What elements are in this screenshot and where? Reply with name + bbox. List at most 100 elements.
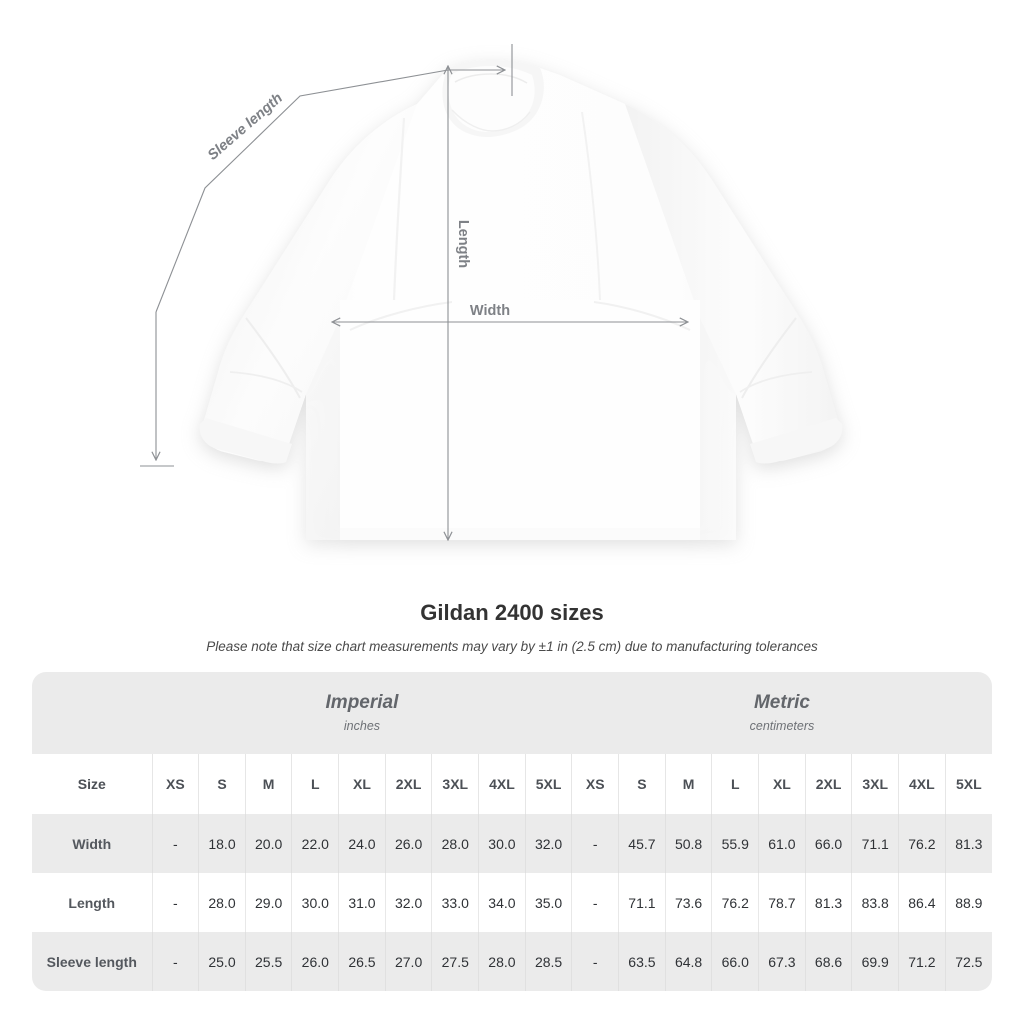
measurement-cell: - — [151, 873, 199, 932]
column-header-size: 5XL — [944, 754, 992, 814]
measurement-cell: 26.0 — [291, 932, 339, 991]
unit-metric-name: Metric — [753, 692, 810, 713]
unit-group-imperial: Imperial inches — [152, 672, 572, 754]
measurement-cell: 30.0 — [478, 814, 526, 873]
tolerance-note: Please note that size chart measurements… — [206, 639, 818, 654]
measurement-cell: 66.0 — [804, 814, 852, 873]
unit-band-row: Imperial inches Metric centimeters — [32, 672, 992, 754]
measurement-cell: 83.8 — [851, 873, 899, 932]
measurement-cell: 32.0 — [384, 873, 432, 932]
measurement-cell: 67.3 — [758, 932, 806, 991]
column-header-size: 2XL — [804, 754, 852, 814]
measurement-cell: 27.0 — [384, 932, 432, 991]
measurement-cell: 81.3 — [804, 873, 852, 932]
measurement-cell: - — [571, 873, 619, 932]
column-header-size: 4XL — [478, 754, 526, 814]
measurement-cell: 28.0 — [431, 814, 479, 873]
measurement-cell: 26.5 — [338, 932, 386, 991]
sleeve-length-label: Sleeve length — [205, 90, 286, 163]
measurement-cell: 76.2 — [711, 873, 759, 932]
measurement-cell: 88.9 — [944, 873, 992, 932]
column-header-size: S — [618, 754, 666, 814]
column-header-size: XL — [338, 754, 386, 814]
measurement-cell: 25.5 — [244, 932, 292, 991]
measurement-cell: 35.0 — [524, 873, 572, 932]
garment-illustration: Sleeve length Length Width — [140, 44, 843, 590]
measurement-cell: 33.0 — [431, 873, 479, 932]
measurement-cell: 20.0 — [244, 814, 292, 873]
measurement-cell: 24.0 — [338, 814, 386, 873]
measurement-cell: 30.0 — [291, 873, 339, 932]
width-label: Width — [470, 303, 510, 319]
length-label: Length — [455, 220, 471, 268]
table-row: Sleeve length -25.0 25.5 26.0 26.5 27.0 27.5 28… — [32, 932, 992, 991]
measurement-cell: 71.1 — [618, 873, 666, 932]
measurement-cell: - — [571, 932, 619, 991]
column-header-size: 4XL — [898, 754, 946, 814]
measurement-cell: 34.0 — [478, 873, 526, 932]
measurement-cell: - — [571, 814, 619, 873]
measurement-cell: 69.9 — [851, 932, 899, 991]
measurement-cell: 73.6 — [664, 873, 712, 932]
row-label: Sleeve length — [32, 932, 152, 991]
measurement-cell: 86.4 — [898, 873, 946, 932]
unit-band-spacer — [32, 672, 152, 754]
title-block: Gildan 2400 sizes Please note that size … — [0, 598, 1024, 656]
column-header-size: XS — [151, 754, 199, 814]
table-header-row: Size XS S M L XL 2XL 3XL 4XL 5XL XS S M L XL 2XL 3XL 4XL 5… — [32, 754, 992, 814]
measurement-cell: 29.0 — [244, 873, 292, 932]
measurement-cell: 68.6 — [804, 932, 852, 991]
measurement-cell: 28.0 — [478, 932, 526, 991]
column-header-size: 2XL — [384, 754, 432, 814]
table-row: Length -28.0 29.0 30.0 31.0 32.0 33.0 34.0 35.0-… — [32, 873, 992, 932]
measurement-cell: 45.7 — [618, 814, 666, 873]
unit-imperial-sub: inches — [343, 719, 381, 733]
measurement-cell: 26.0 — [384, 814, 432, 873]
size-table-container: Imperial inches Metric centimeters Size X… — [32, 672, 992, 991]
measurement-cell: 18.0 — [198, 814, 246, 873]
measurement-cell: 28.5 — [524, 932, 572, 991]
shirt-graphic — [199, 60, 843, 540]
column-header-size: 5XL — [524, 754, 572, 814]
size-table: Imperial inches Metric centimeters Size X… — [32, 672, 992, 991]
column-header-size: M — [664, 754, 712, 814]
unit-imperial-name: Imperial — [325, 692, 399, 713]
measurement-cell: 78.7 — [758, 873, 806, 932]
measurement-cell: 55.9 — [711, 814, 759, 873]
measurement-cell: 28.0 — [198, 873, 246, 932]
measurement-cell: 61.0 — [758, 814, 806, 873]
measurement-cell: 63.5 — [618, 932, 666, 991]
unit-group-metric: Metric centimeters — [571, 672, 992, 754]
measurement-cell: 66.0 — [711, 932, 759, 991]
row-label: Length — [32, 873, 152, 932]
page-title: Gildan 2400 sizes — [420, 600, 604, 625]
unit-metric-sub: centimeters — [749, 719, 815, 733]
column-header-size: XL — [758, 754, 806, 814]
measurement-cell: 27.5 — [431, 932, 479, 991]
column-header-size: L — [291, 754, 339, 814]
measurement-cell: 64.8 — [664, 932, 712, 991]
measurement-cell: - — [151, 932, 199, 991]
sleeve-length-dimension — [140, 44, 513, 467]
table-corner-label: Size — [32, 754, 152, 814]
dimension-annotations — [140, 44, 688, 540]
column-header-size: L — [711, 754, 759, 814]
column-header-size: 3XL — [851, 754, 899, 814]
measurement-cell: 81.3 — [944, 814, 992, 873]
column-header-size: S — [198, 754, 246, 814]
measurement-cell: - — [151, 814, 199, 873]
measurement-cell: 22.0 — [291, 814, 339, 873]
table-row: Width -18.0 20.0 22.0 24.0 26.0 28.0 30.0 32.0-4… — [32, 814, 992, 873]
measurement-cell: 32.0 — [524, 814, 572, 873]
measurement-cell: 50.8 — [664, 814, 712, 873]
measurement-cell: 76.2 — [898, 814, 946, 873]
column-header-size: 3XL — [431, 754, 479, 814]
column-header-size: M — [244, 754, 292, 814]
measurement-cell: 31.0 — [338, 873, 386, 932]
measurement-cell: 71.1 — [851, 814, 899, 873]
measurement-cell: 71.2 — [898, 932, 946, 991]
row-label: Width — [32, 814, 152, 873]
measurement-cell: 25.0 — [198, 932, 246, 991]
measurement-cell: 72.5 — [944, 932, 992, 991]
